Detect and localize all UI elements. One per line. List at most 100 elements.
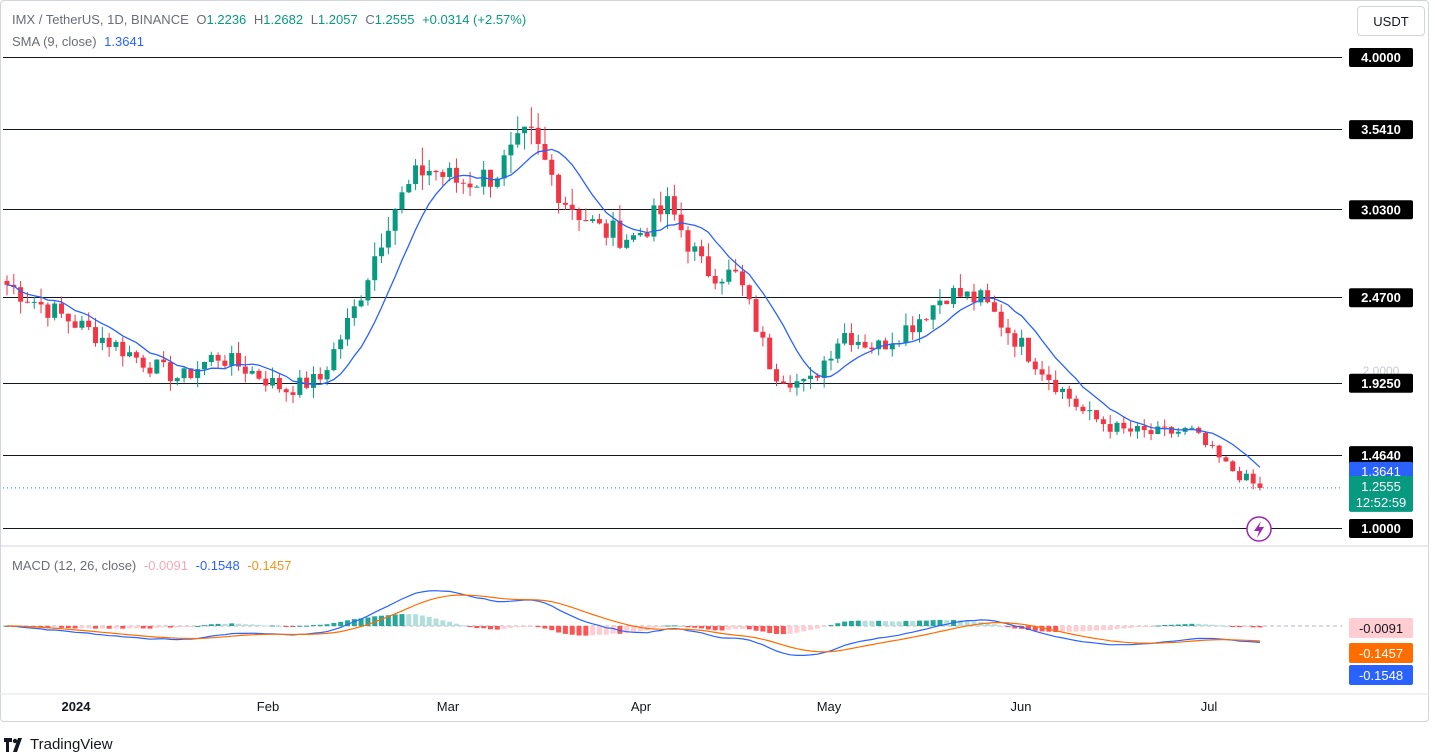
macd-bar	[828, 625, 834, 627]
close-value: 1.2555	[374, 12, 415, 27]
candle-body	[256, 370, 262, 379]
macd-bar	[991, 624, 997, 626]
candle-body	[596, 219, 602, 224]
candle-body	[1114, 422, 1120, 432]
macd-bar	[154, 626, 160, 628]
candle-body	[1209, 445, 1215, 447]
macd-bar	[1155, 625, 1161, 627]
macd-bar	[297, 625, 303, 627]
candle-body	[229, 353, 235, 366]
macd-bar	[256, 624, 262, 626]
candle-body	[787, 383, 793, 388]
macd-bar	[86, 626, 92, 629]
macd-line	[6, 590, 1261, 656]
macd-bar	[65, 626, 71, 629]
candle-body	[215, 355, 221, 361]
change-value: +0.0314 (+2.57%)	[422, 12, 527, 27]
candle-body	[862, 341, 868, 348]
sma-legend[interactable]: SMA (9, close) 1.3641	[12, 34, 148, 49]
price-chart[interactable]: 2.00004.00003.54103.03002.47001.92501.46…	[0, 0, 1435, 722]
candle-body	[699, 246, 705, 257]
macd-bar	[665, 625, 671, 627]
candle-body	[780, 381, 786, 384]
macd-bar	[1025, 626, 1031, 631]
candle-body	[270, 377, 276, 386]
candle-body	[181, 368, 187, 379]
candle-body	[38, 301, 44, 305]
macd-bar	[842, 621, 848, 626]
macd-bar	[610, 626, 616, 634]
macd-bar	[1250, 626, 1256, 628]
macd-bar	[869, 620, 875, 626]
tradingview-logo[interactable]: TradingView	[4, 736, 113, 753]
macd-bar	[1168, 624, 1174, 626]
candle-body	[1257, 483, 1263, 488]
macd-bar	[358, 618, 364, 626]
macd-bar	[1141, 626, 1147, 627]
candle-body	[1223, 457, 1229, 462]
candle-body	[855, 341, 861, 345]
candle-body	[331, 349, 337, 371]
macd-bar	[52, 626, 58, 628]
macd-bar	[917, 620, 923, 626]
low-label: L	[310, 12, 318, 27]
candle-body	[726, 269, 732, 282]
candle-body	[113, 341, 119, 347]
candle-body	[746, 285, 752, 300]
macd-bar	[1243, 626, 1249, 628]
macd-bar	[1073, 626, 1079, 632]
candle-body	[249, 370, 255, 374]
candles	[4, 107, 1263, 491]
macd-bar	[726, 626, 732, 630]
macd-legend[interactable]: MACD (12, 26, close) -0.0091 -0.1548 -0.…	[12, 558, 295, 573]
candle-body	[705, 256, 711, 277]
candle-body	[1080, 406, 1086, 412]
symbol-label[interactable]: IMX / TetherUS, 1D, BINANCE	[12, 12, 189, 27]
macd-bar	[201, 625, 207, 627]
candle-body	[944, 300, 950, 305]
macd-bar	[1107, 626, 1113, 631]
macd-bar	[576, 626, 582, 636]
macd-bar	[433, 618, 439, 626]
macd-bar	[964, 620, 970, 626]
candle-body	[760, 331, 766, 338]
candle-body	[1216, 445, 1222, 458]
candle-body	[399, 192, 405, 210]
candle-body	[242, 366, 248, 374]
candle-body	[665, 196, 671, 215]
macd-bar	[317, 624, 323, 626]
candle-body	[542, 143, 548, 160]
macd-bar	[651, 626, 657, 629]
macd-bar	[351, 619, 357, 626]
candle-body	[631, 235, 636, 240]
currency-button[interactable]: USDT	[1357, 6, 1425, 36]
candle-body	[372, 256, 378, 281]
candle-body	[263, 378, 269, 386]
candle-body	[501, 155, 507, 179]
macd-bar	[624, 626, 630, 634]
candle-body	[147, 367, 153, 374]
macd-bar	[487, 626, 493, 630]
candle-body	[1053, 379, 1059, 393]
macd-bar	[719, 626, 725, 631]
macd-bar	[1223, 625, 1229, 627]
candle-body	[1100, 419, 1106, 425]
candle-body	[624, 239, 630, 248]
macd-bar	[426, 616, 432, 626]
macd-bar	[1005, 626, 1011, 628]
level-label-box-0	[1349, 48, 1413, 67]
candle-body	[951, 288, 957, 305]
macd-bar	[774, 626, 780, 634]
sma-value: 1.3641	[104, 34, 144, 49]
candle-body	[522, 126, 528, 134]
macd-bar	[344, 620, 350, 626]
candle-body	[1107, 424, 1113, 432]
macd-bar	[1196, 623, 1202, 626]
level-label-box-6	[1349, 519, 1413, 538]
candle-body	[848, 333, 854, 345]
macd-bar	[562, 626, 568, 634]
macd-bar	[372, 616, 378, 626]
candle-body	[406, 184, 412, 193]
macd-axis-box-0	[1349, 618, 1413, 638]
macd-axis-label-1: -0.1457	[1359, 646, 1403, 661]
